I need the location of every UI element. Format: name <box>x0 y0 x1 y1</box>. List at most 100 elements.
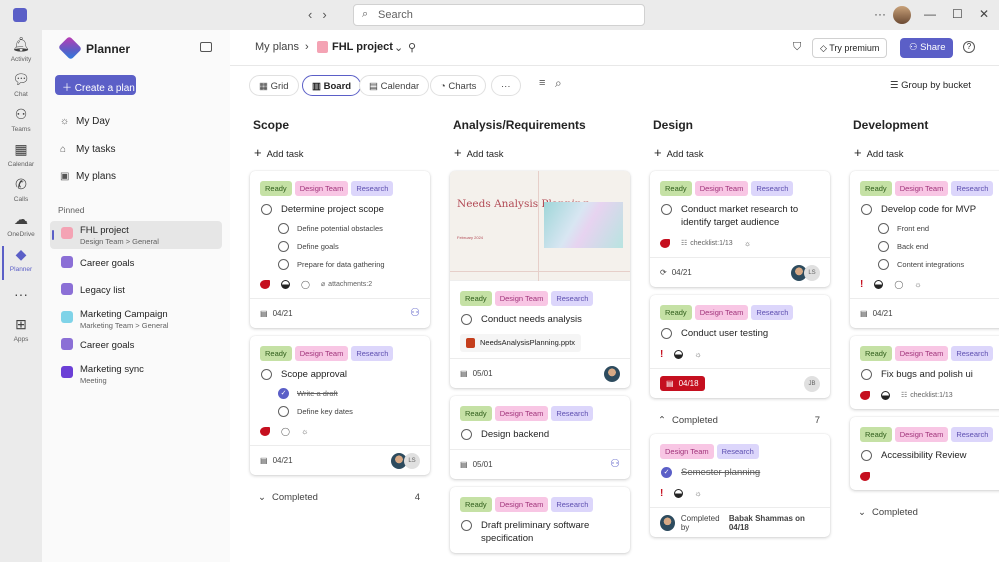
task-title[interactable]: Develop code for MVP <box>881 204 977 215</box>
task-checkbox[interactable] <box>261 369 272 380</box>
due-date[interactable]: ▤ 05/01 <box>460 369 493 378</box>
task-title[interactable]: Fix bugs and polish ui <box>881 369 973 380</box>
task-checkbox[interactable] <box>661 328 672 339</box>
task-title[interactable]: Accessibility Review <box>881 450 967 461</box>
assign-icon[interactable]: ⚇ <box>610 458 620 471</box>
chevron-down-icon[interactable]: ⌄ <box>394 42 404 54</box>
task-title[interactable]: Determine project scope <box>281 204 384 215</box>
sidebar-item-my-day[interactable]: ☼ My Day <box>60 116 110 127</box>
completed-toggle[interactable]: ⌄ Completed <box>850 498 999 526</box>
task-checkbox[interactable] <box>461 314 472 325</box>
help-icon[interactable]: ? <box>963 41 975 53</box>
task-card[interactable]: Ready Design Team Research Develop code for… <box>850 171 999 328</box>
task-checkbox[interactable] <box>661 204 672 215</box>
completed-toggle[interactable]: ⌄ Completed 4 <box>250 483 430 511</box>
tab-calendar[interactable]: ▤ Calendar <box>359 75 430 96</box>
add-task-button[interactable]: + Add task <box>854 145 999 163</box>
minimize-button[interactable]: — <box>924 7 936 21</box>
task-card[interactable]: Ready Design Team Research Conduct user tes… <box>650 295 830 398</box>
checklist-checkbox[interactable] <box>878 259 889 270</box>
bag-icon[interactable]: ⛉ <box>793 41 802 53</box>
task-checkbox[interactable]: ✓ <box>661 467 672 478</box>
task-card[interactable]: Ready Design Team Research Draft preliminar… <box>450 487 630 554</box>
plan-title[interactable]: FHL project <box>332 41 393 53</box>
pinned-plan[interactable]: Legacy list <box>50 277 222 305</box>
checklist-checkbox[interactable] <box>878 241 889 252</box>
pinned-plan[interactable]: FHL project Design Team > General <box>50 221 222 249</box>
due-date[interactable]: ▤ 04/21 <box>860 309 893 318</box>
due-date[interactable]: ▤ 04/21 <box>260 309 293 318</box>
sidebar-item-my-plans[interactable]: ▣ My plans <box>60 171 116 182</box>
create-plan-button[interactable]: ＋ Create a plan <box>55 75 136 95</box>
due-date[interactable]: ▤ 04/18 <box>660 376 705 391</box>
assign-icon[interactable]: ⚇ <box>410 307 420 319</box>
history-arrows[interactable]: ‹› <box>308 7 337 22</box>
maximize-button[interactable]: ☐ <box>952 7 963 21</box>
more-button[interactable]: ··· <box>874 7 886 21</box>
attachment-file[interactable]: NeedsAnalysisPlanning.pptx <box>460 334 582 353</box>
checklist-checkbox[interactable] <box>278 259 289 270</box>
tab-more[interactable]: ··· <box>491 75 521 96</box>
checklist-checkbox[interactable] <box>278 406 289 417</box>
due-date[interactable]: ▤ 04/21 <box>260 456 293 465</box>
close-button[interactable]: ✕ <box>979 7 990 21</box>
task-checkbox[interactable] <box>461 520 472 532</box>
filter-icon[interactable]: ≡ <box>539 77 546 89</box>
breadcrumb-my-plans[interactable]: My plans <box>255 41 300 53</box>
task-card[interactable]: Ready Design Team Research Scope approval ✓ W… <box>250 336 430 475</box>
rail-item-teams[interactable]: ⚇ Teams <box>0 106 42 133</box>
task-title[interactable]: Design backend <box>481 429 550 441</box>
collapse-sidebar-icon[interactable] <box>200 42 212 52</box>
assignees[interactable]: LS <box>391 453 420 469</box>
add-task-button[interactable]: + Add task <box>254 145 430 163</box>
task-card[interactable]: Design Team Research ✓ Semester planning! ☼ C… <box>650 434 830 537</box>
rail-item-calendar[interactable]: ▦ Calendar <box>0 141 42 168</box>
task-checkbox[interactable] <box>861 450 872 461</box>
group-by-button[interactable]: ☰ Group by bucket <box>890 80 971 91</box>
share-button[interactable]: ⚇ Share <box>900 38 953 58</box>
assignees[interactable]: ⚇ <box>610 457 620 470</box>
pin-icon[interactable]: ⚲ <box>408 42 417 54</box>
user-avatar[interactable] <box>893 6 911 24</box>
checklist-checkbox[interactable] <box>278 241 289 252</box>
task-card[interactable]: Ready Design Team Research Conduct market r… <box>650 171 830 287</box>
pinned-plan[interactable]: Career goals <box>50 332 222 360</box>
rail-item-onedrive[interactable]: ☁ OneDrive <box>0 211 42 238</box>
assignees[interactable]: ⚇ <box>410 306 420 319</box>
sidebar-item-my-tasks[interactable]: ⌂ My tasks <box>60 144 115 155</box>
tab-board[interactable]: ▥ Board <box>302 75 362 96</box>
task-card[interactable]: Ready Design Team Research Determine projec… <box>250 171 430 328</box>
task-title[interactable]: Semester planning <box>681 467 761 478</box>
try-premium-button[interactable]: ◇ Try premium <box>812 38 888 58</box>
checklist-checkbox[interactable]: ✓ <box>278 388 289 399</box>
task-card[interactable]: Ready Design Team Research Accessibility Re… <box>850 417 999 490</box>
rail-item-chat[interactable]: 💬︎ Chat <box>0 71 42 98</box>
rail-item-calls[interactable]: ✆ Calls <box>0 176 42 203</box>
task-title[interactable]: Scope approval <box>281 369 348 380</box>
checklist-checkbox[interactable] <box>878 223 889 234</box>
task-title[interactable]: Conduct market research to identify targ… <box>681 204 799 228</box>
task-card[interactable]: Needs Analysis Planning February 2024 Read… <box>450 171 630 389</box>
completed-toggle[interactable]: ⌃ Completed 7 <box>650 406 830 434</box>
task-title[interactable]: Conduct user testing <box>681 328 769 339</box>
assignees[interactable] <box>604 366 620 383</box>
task-checkbox[interactable] <box>861 204 872 215</box>
pinned-plan[interactable]: Career goals <box>50 250 222 278</box>
add-task-button[interactable]: + Add task <box>454 145 630 163</box>
rail-item-planner[interactable]: ◆ Planner <box>0 246 42 280</box>
rail-item-apps[interactable]: ⊞ Apps <box>0 316 42 343</box>
task-card[interactable]: Ready Design Team Research Design backend ▤ 0… <box>450 396 630 480</box>
tab-grid[interactable]: ▦ Grid <box>249 75 299 96</box>
task-checkbox[interactable] <box>861 369 872 380</box>
pinned-plan[interactable]: Marketing sync Meeting <box>50 360 222 388</box>
task-card[interactable]: Ready Design Team Research Fix bugs and pol… <box>850 336 999 409</box>
checklist-checkbox[interactable] <box>278 223 289 234</box>
rail-item-activity[interactable]: 🔔︎ Activity <box>0 36 42 63</box>
assignees[interactable]: LS <box>791 265 820 281</box>
attachment-preview[interactable]: Needs Analysis Planning February 2024 <box>450 171 630 281</box>
due-date[interactable]: ⟳ 04/21 <box>660 268 692 277</box>
task-checkbox[interactable] <box>461 429 472 441</box>
assignees[interactable]: JB <box>804 376 820 392</box>
task-title[interactable]: Draft preliminary software specification <box>481 520 590 545</box>
due-date[interactable]: ▤ 05/01 <box>460 460 493 469</box>
